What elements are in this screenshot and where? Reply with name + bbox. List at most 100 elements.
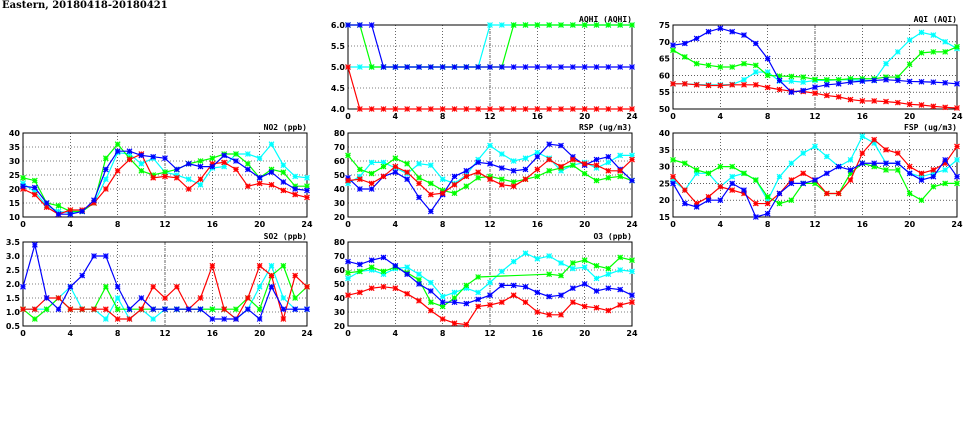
y-tick-label: 15: [9, 199, 21, 208]
data-point-marker: [918, 177, 925, 183]
data-point-marker: [847, 177, 854, 183]
data-point-marker: [522, 176, 529, 183]
x-tick-label: 24: [951, 220, 963, 229]
data-point-marker: [581, 64, 588, 70]
data-point-marker: [427, 288, 434, 294]
data-point-marker: [776, 77, 783, 84]
data-point-marker: [304, 306, 310, 313]
data-point-marker: [717, 197, 724, 204]
plot-frame: [347, 132, 633, 218]
data-point-marker: [788, 78, 795, 85]
data-point-marker: [605, 106, 612, 112]
panel-no2: 10 15 20 25 30 35 40 0 4 8 12 16 20 24 NO2 (ppb): [9, 123, 313, 229]
data-point-marker: [91, 253, 97, 259]
data-point-marker: [823, 190, 830, 197]
data-point-marker: [162, 155, 168, 162]
data-point-marker: [812, 84, 818, 91]
data-point-marker: [380, 268, 387, 275]
data-point-marker: [43, 204, 50, 211]
y-tick-label: 3.0: [6, 252, 21, 261]
data-point-marker: [114, 295, 121, 301]
data-point-marker: [617, 254, 624, 261]
data-point-marker: [847, 170, 854, 177]
data-point-marker: [185, 176, 192, 183]
data-point-marker: [823, 81, 830, 88]
data-point-marker: [752, 40, 759, 47]
x-tick-label: 4: [393, 220, 399, 229]
data-point-marker: [487, 142, 493, 149]
data-point-marker: [451, 295, 458, 301]
y-tick-label: 1.5: [6, 294, 21, 303]
data-point-marker: [894, 77, 901, 84]
data-point-marker: [67, 306, 74, 313]
data-point-marker: [102, 176, 109, 183]
data-point-marker: [954, 180, 960, 187]
data-point-marker: [629, 257, 635, 264]
data-point-marker: [534, 106, 541, 112]
data-point-marker: [546, 167, 553, 174]
data-point-marker: [427, 162, 434, 169]
data-point-marker: [534, 153, 541, 160]
y-tick-label: 15: [659, 213, 671, 222]
data-point-marker: [812, 90, 818, 97]
data-point-marker: [942, 156, 949, 163]
data-point-marker: [558, 163, 564, 170]
data-point-marker: [569, 156, 576, 163]
y-tick-label: 50: [334, 171, 346, 180]
data-point-marker: [79, 306, 86, 313]
data-point-marker: [498, 181, 505, 188]
data-point-marker: [605, 265, 612, 272]
data-point-marker: [345, 180, 351, 187]
data-point-marker: [942, 48, 949, 55]
data-point-marker: [55, 202, 62, 209]
data-point-marker: [20, 180, 26, 187]
data-point-marker: [126, 151, 133, 157]
data-point-marker: [569, 106, 576, 112]
x-tick-label: 0: [20, 220, 26, 229]
y-tick-label: 6.0: [331, 21, 346, 30]
y-tick-label: 65: [659, 55, 671, 64]
plot-frame: [22, 241, 308, 327]
data-point-marker: [416, 106, 422, 112]
data-point-marker: [788, 197, 795, 204]
y-tick-label: 20: [334, 322, 346, 331]
data-point-marker: [233, 316, 239, 322]
data-point-marker: [522, 283, 529, 290]
data-point-marker: [752, 62, 759, 69]
data-point-marker: [475, 303, 482, 310]
data-point-marker: [439, 316, 446, 322]
data-point-marker: [546, 141, 553, 148]
data-point-marker: [197, 176, 204, 183]
data-point-marker: [788, 177, 795, 183]
data-point-marker: [487, 279, 493, 286]
data-point-marker: [244, 151, 251, 157]
data-point-marker: [847, 96, 854, 103]
data-point-marker: [392, 106, 399, 112]
data-point-marker: [162, 306, 168, 313]
data-point-marker: [812, 143, 818, 150]
data-point-marker: [835, 93, 842, 100]
data-point-marker: [918, 170, 925, 177]
data-point-marker: [510, 179, 517, 185]
data-point-marker: [439, 176, 446, 183]
data-point-marker: [475, 64, 482, 70]
series-3: [345, 283, 635, 328]
data-point-marker: [404, 169, 411, 176]
y-tick-label: 50: [334, 280, 346, 289]
data-point-marker: [729, 28, 736, 35]
data-point-marker: [150, 306, 157, 313]
data-point-marker: [717, 163, 724, 170]
data-point-marker: [126, 306, 133, 313]
data-point-marker: [670, 180, 676, 187]
data-point-marker: [534, 149, 541, 156]
data-point-marker: [114, 283, 121, 290]
data-point-marker: [280, 162, 287, 169]
x-tick-label: 16: [532, 329, 544, 338]
data-point-marker: [681, 160, 688, 167]
data-point-marker: [617, 267, 624, 273]
y-tick-label: 5.5: [331, 42, 346, 51]
x-tick-label: 0: [345, 329, 351, 338]
data-point-marker: [681, 187, 688, 194]
data-point-marker: [55, 208, 62, 215]
data-point-marker: [681, 200, 688, 207]
